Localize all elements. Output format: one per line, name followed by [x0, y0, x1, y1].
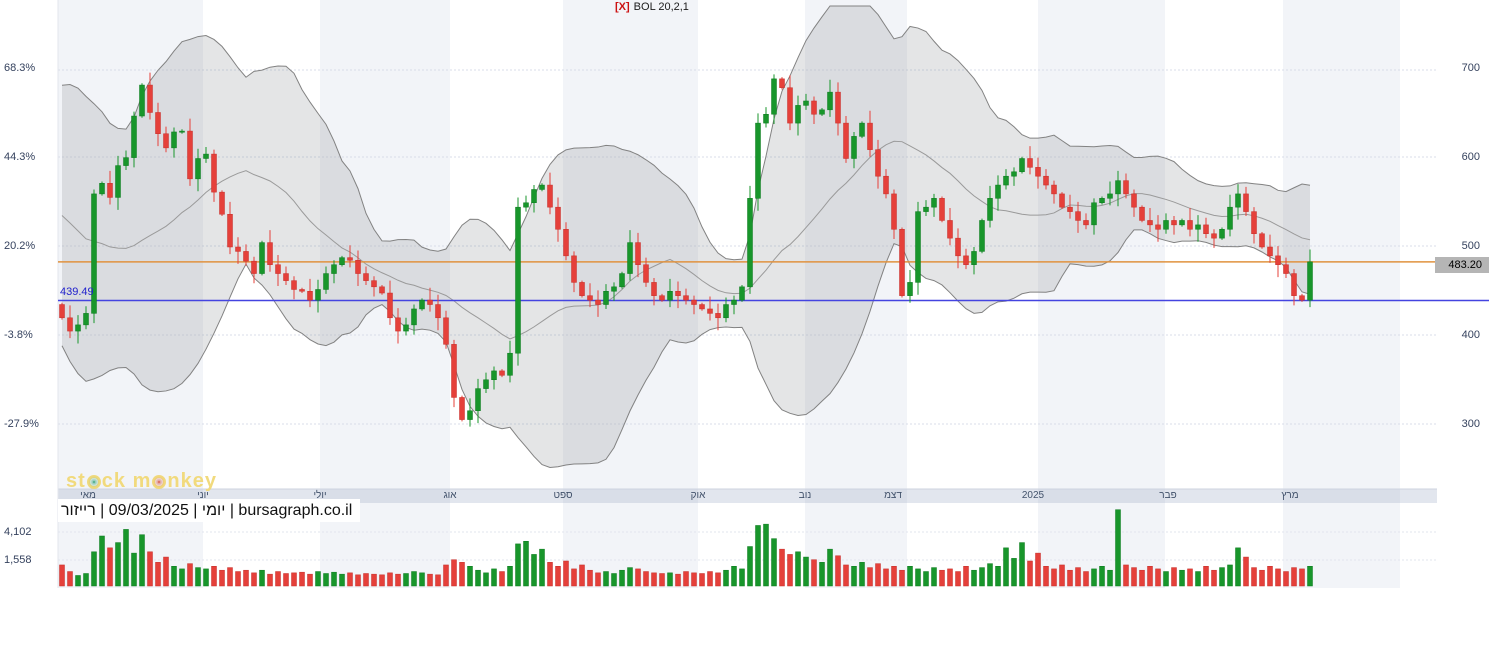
month-label: מאי: [80, 490, 96, 501]
right-axis-tick: 700: [1461, 62, 1480, 74]
watermark-o-icon: [86, 474, 101, 489]
month-label: 2025: [1021, 490, 1045, 501]
left-axis-tick: -27.9%: [4, 418, 39, 430]
right-axis-tick: 500: [1461, 240, 1480, 252]
left-axis-tick: 44.3%: [4, 151, 36, 163]
indicator-name: BOL 20,2,1: [633, 1, 689, 13]
month-label: אוק: [690, 490, 706, 501]
volume-axis-tick: 4,102: [4, 526, 32, 538]
indicator-legend: [X] BOL 20,2,1: [615, 1, 689, 13]
month-label: יוני: [197, 490, 209, 501]
right-axis-tick: 400: [1461, 329, 1480, 341]
month-label: ספט: [553, 490, 573, 501]
right-axis-tick: 300: [1461, 418, 1480, 430]
watermark-o-icon: [152, 474, 167, 489]
left-axis-tick: 68.3%: [4, 62, 36, 74]
month-label: דצמ: [884, 490, 902, 501]
month-label: נוב: [798, 490, 812, 501]
volume-axis-tick: 1,558: [4, 554, 32, 566]
month-label: יולי: [313, 490, 327, 501]
month-label: מרץ: [1281, 490, 1299, 501]
month-label: אוג: [443, 490, 457, 501]
left-axis-tick: -3.8%: [4, 329, 33, 341]
reference-price-label: 439.49: [60, 286, 94, 298]
left-axis-tick: 20.2%: [4, 240, 36, 252]
last-price-badge: 483.20: [1435, 257, 1489, 273]
month-label: פבר: [1159, 490, 1177, 501]
chart-info-footer: יומי | 09/03/2025 | רייזור | bursagraph.…: [58, 499, 361, 522]
right-axis-tick: 600: [1461, 151, 1480, 163]
watermark-logo: st ck m nkey: [66, 470, 217, 492]
indicator-close-button[interactable]: [X]: [615, 1, 630, 13]
